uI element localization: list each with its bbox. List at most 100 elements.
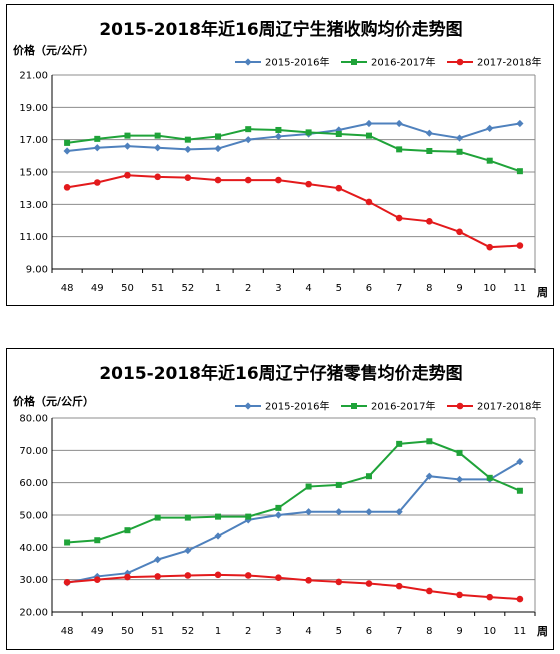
data-point [214, 532, 222, 540]
data-point [154, 573, 161, 580]
x-tick-label: 4 [305, 626, 311, 637]
y-tick-label: 19.00 [19, 103, 48, 114]
data-point [245, 513, 252, 520]
data-point [184, 572, 192, 579]
data-point [63, 184, 71, 191]
data-point [274, 511, 283, 519]
data-point [516, 168, 523, 175]
x-tick-label: 11 [514, 626, 527, 637]
data-point [365, 132, 372, 139]
data-point [455, 475, 464, 484]
data-point [486, 593, 494, 601]
chart-title: 2015-2018年近16周辽宁仔猪零售均价走势图 [99, 363, 462, 384]
data-point [516, 595, 524, 603]
y-tick-label: 21.00 [19, 71, 48, 82]
legend-item: 2016-2017年 [341, 400, 436, 413]
data-point [335, 184, 343, 192]
legend-label: 2016-2017年 [371, 56, 436, 69]
data-point [245, 126, 252, 133]
legend-label: 2015-2016年 [265, 56, 330, 69]
x-tick-label: 8 [426, 283, 432, 294]
data-point [93, 179, 101, 186]
data-point [244, 136, 252, 144]
data-point [154, 514, 161, 521]
legend-item: 2015-2016年 [235, 400, 330, 413]
data-point [214, 571, 222, 579]
y-tick-label: 9.00 [26, 265, 48, 276]
x-tick-label: 7 [396, 626, 402, 637]
data-point [456, 591, 463, 599]
data-point [486, 124, 494, 132]
data-point [184, 145, 192, 153]
data-point [154, 132, 161, 139]
data-point [94, 537, 101, 544]
x-tick-label: 2 [245, 626, 251, 637]
data-point [486, 157, 493, 164]
data-point [274, 132, 283, 141]
legend-label: 2015-2016年 [265, 400, 330, 413]
series-line-3 [67, 573, 520, 601]
data-point [275, 126, 282, 133]
data-point [395, 582, 403, 590]
x-tick-label: 49 [91, 283, 104, 294]
legend-marker [244, 402, 252, 410]
data-point [486, 243, 494, 251]
legend-marker [351, 403, 357, 409]
data-point [215, 133, 222, 140]
x-tick-label: 49 [91, 626, 104, 637]
data-point [335, 481, 342, 488]
data-point [365, 508, 373, 516]
data-point [365, 198, 373, 206]
y-tick-label: 11.00 [19, 232, 48, 243]
legend-label: 2017-2018年 [477, 400, 542, 413]
x-tick-label: 6 [366, 626, 372, 637]
x-tick-label: 2 [245, 283, 251, 294]
data-point [456, 449, 463, 456]
data-point [426, 218, 433, 225]
data-point [396, 440, 403, 447]
data-point [395, 214, 403, 222]
series-line-2 [66, 128, 521, 173]
x-tick-label: 7 [396, 283, 402, 294]
data-point [275, 574, 282, 582]
chart-live-pig-price: 2015-2018年近16周辽宁生猪收购均价走势图 价格（元/公斤） 周 9.0… [6, 4, 554, 306]
data-point [275, 504, 282, 511]
x-tick-label: 1 [215, 283, 221, 294]
data-point [304, 508, 313, 516]
data-point [516, 487, 523, 494]
data-point [184, 174, 192, 181]
data-point [244, 572, 252, 579]
data-point [93, 144, 101, 152]
x-tick-label: 11 [514, 283, 527, 294]
x-tick-label: 4 [305, 283, 311, 294]
data-point [154, 173, 161, 181]
legend-marker [456, 58, 464, 66]
data-point [94, 135, 101, 142]
x-tick-label: 9 [456, 283, 462, 294]
legend-item: 2017-2018年 [447, 56, 542, 69]
data-point [93, 576, 101, 583]
data-point [365, 473, 372, 480]
chart-title: 2015-2018年近16周辽宁生猪收购均价走势图 [99, 19, 462, 40]
x-tick-label: 10 [483, 626, 496, 637]
legend-marker [456, 402, 464, 410]
data-point [486, 474, 493, 481]
data-point [184, 514, 191, 521]
y-tick-label: 20.00 [19, 608, 48, 619]
data-point [154, 556, 162, 564]
y-tick-label: 13.00 [19, 200, 48, 211]
series-line-1 [66, 122, 521, 152]
data-point [456, 228, 463, 236]
chart-piglet-price: 2015-2018年近16周辽宁仔猪零售均价走势图 价格（元/公斤） 周 20.… [6, 348, 554, 650]
data-point [335, 131, 342, 138]
y-axis-label: 价格（元/公斤） [13, 43, 94, 57]
y-tick-label: 17.00 [19, 135, 48, 146]
x-tick-label: 50 [121, 626, 134, 637]
x-tick-label: 5 [336, 283, 342, 294]
data-point [425, 472, 433, 480]
data-point [455, 134, 464, 142]
x-tick-label: 51 [151, 626, 164, 637]
data-point [516, 119, 524, 128]
y-axis-label: 价格（元/公斤） [13, 394, 94, 408]
data-point [184, 136, 191, 143]
